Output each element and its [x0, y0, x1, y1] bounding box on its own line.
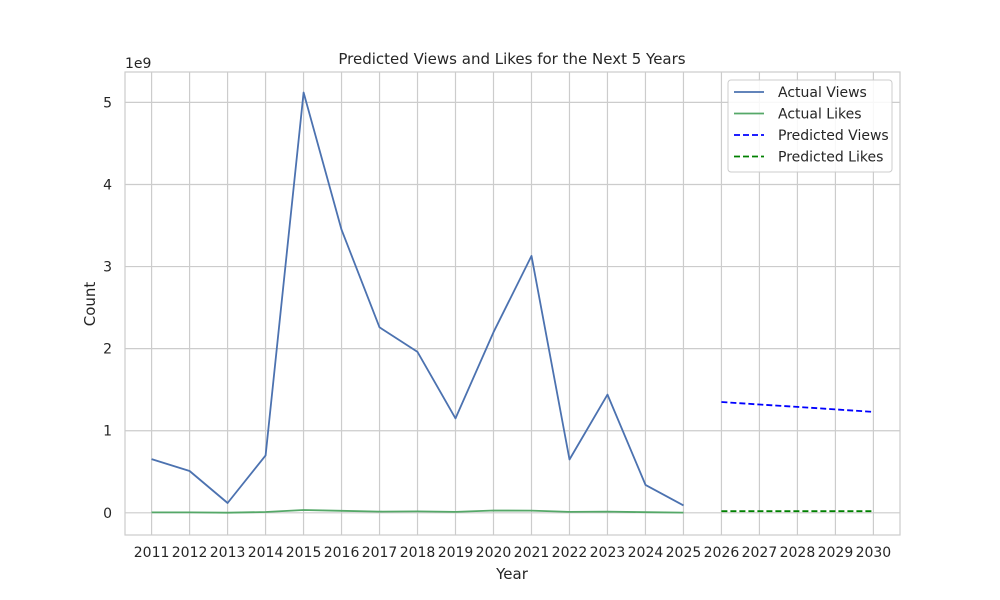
- chart-title: Predicted Views and Likes for the Next 5…: [338, 50, 685, 68]
- x-tick-labels: 2011 2012 2013 2014 2015 2016 2017 2018 2019 2020…: [134, 545, 891, 561]
- x-tick-label: 2021: [514, 545, 550, 561]
- y-tick-labels: 0 1 2 3 4 5: [103, 95, 112, 521]
- x-tick-label: 2017: [362, 545, 398, 561]
- x-tick-label: 2014: [248, 545, 284, 561]
- legend: Actual Views Actual Likes Predicted Views P…: [727, 79, 893, 173]
- x-tick-label: 2013: [210, 545, 246, 561]
- legend-entry: Actual Likes: [778, 107, 862, 123]
- legend-entry: Predicted Likes: [778, 150, 883, 166]
- series-layer: [151, 91, 874, 514]
- x-tick-label: 2024: [628, 545, 664, 561]
- x-tick-label: 2025: [666, 545, 702, 561]
- plot-frame: [124, 71, 901, 536]
- y-offset-text: 1e9: [125, 56, 151, 72]
- x-tick-label: 2022: [552, 545, 588, 561]
- x-tick-label: 2016: [324, 545, 360, 561]
- x-tick-label: 2030: [856, 545, 892, 561]
- x-axis-label: Year: [495, 565, 529, 583]
- x-tick-label: 2026: [704, 545, 740, 561]
- y-tick-label: 0: [103, 506, 112, 522]
- y-tick-label: 3: [103, 260, 112, 276]
- x-tick-label: 2019: [438, 545, 474, 561]
- x-tick-label: 2011: [134, 545, 170, 561]
- y-tick-label: 4: [103, 177, 112, 193]
- x-tick-label: 2015: [286, 545, 322, 561]
- legend-box: [727, 79, 893, 173]
- y-tick-label: 2: [103, 342, 112, 358]
- x-tick-label: 2023: [590, 545, 626, 561]
- x-tick-label: 2018: [400, 545, 436, 561]
- x-tick-label: 2027: [742, 545, 778, 561]
- y-tick-label: 1: [103, 424, 112, 440]
- x-tick-label: 2012: [172, 545, 208, 561]
- grid: [125, 72, 900, 535]
- y-tick-label: 5: [103, 95, 112, 111]
- y-axis-label: Count: [81, 282, 99, 327]
- x-tick-label: 2020: [476, 545, 512, 561]
- legend-entry: Predicted Views: [778, 128, 889, 144]
- x-tick-label: 2029: [818, 545, 854, 561]
- x-tick-label: 2028: [780, 545, 816, 561]
- legend-entry: Actual Views: [778, 85, 867, 101]
